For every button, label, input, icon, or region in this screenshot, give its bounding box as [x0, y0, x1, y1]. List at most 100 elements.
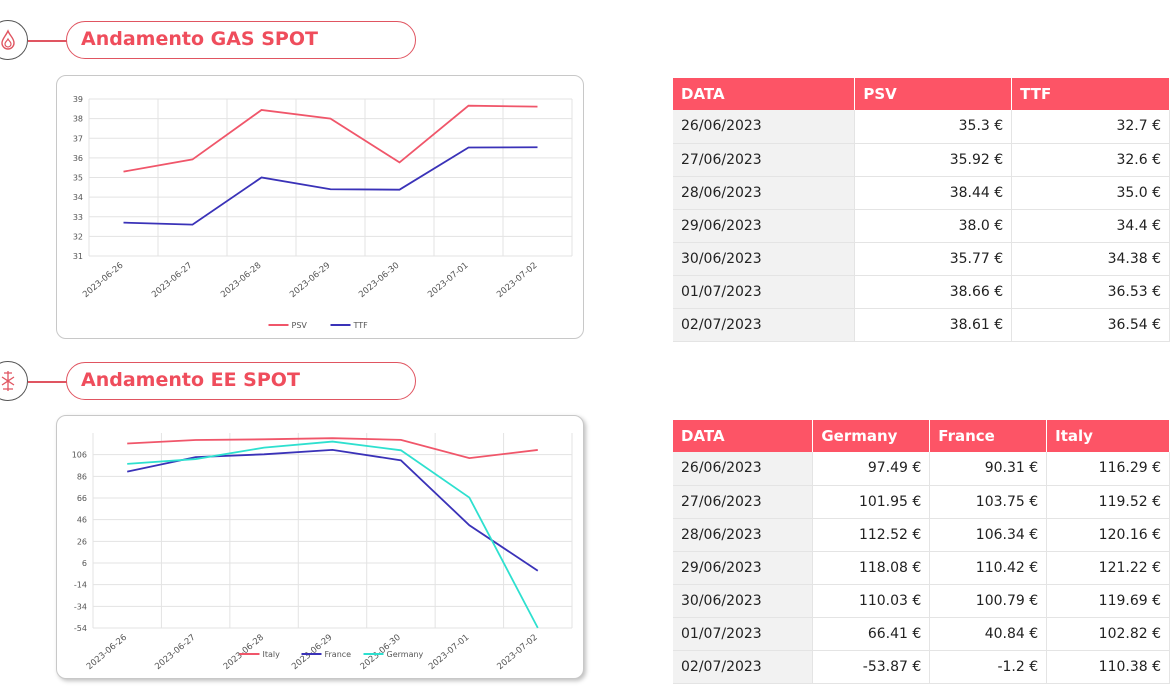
ee-table-cell: 66.41 € [812, 617, 931, 651]
x-tick-label: 2023-07-02 [495, 261, 539, 300]
gas-table-row: 30/06/2023 35.77 €34.38 € [673, 242, 1170, 276]
gas-table-cell: 02/07/2023 [673, 308, 856, 342]
ee-line-chart: -54 -34 -14 6 26 46 66 86 106 2023-06-26 2023-06-2… [72, 433, 573, 672]
ee-table-cell: 102.82 € [1046, 617, 1170, 651]
gas-section-title: Andamento GAS SPOT [66, 21, 416, 59]
series-line-germany [127, 440, 539, 629]
gas-table-cell: 35.92 € [854, 143, 1013, 177]
gas-table-cell: 36.53 € [1011, 275, 1170, 309]
gas-table-cell: 34.4 € [1011, 209, 1170, 243]
y-tick-label: -54 [74, 624, 87, 633]
ee-table-cell: 26/06/2023 [673, 452, 814, 486]
ee-table-cell: 30/06/2023 [673, 584, 814, 618]
ee-table-cell: 112.52 € [812, 518, 931, 552]
gas-line-chart: 31 32 33 34 35 36 37 38 39 2023-06-26 2023-06-27 20… [73, 95, 573, 330]
y-tick-label: 33 [73, 213, 83, 222]
ee-table-cell: 116.29 € [1046, 452, 1170, 486]
gas-table-cell: 34.38 € [1011, 242, 1170, 276]
legend-label: Germany [387, 650, 424, 659]
ee-table-cell: 29/06/2023 [673, 551, 814, 585]
ee-table-cell: 106.34 € [929, 518, 1048, 552]
ee-table-cell: 119.69 € [1046, 584, 1170, 618]
x-tick-label: 2023-06-28 [222, 633, 266, 672]
gas-header-connector [28, 40, 68, 42]
ee-table-cell: 02/07/2023 [673, 650, 814, 684]
gas-table-row: 02/07/2023 38.61 €36.54 € [673, 308, 1170, 342]
ee-table-row: 26/06/2023 97.49 €90.31 €116.29 € [673, 452, 1170, 486]
gas-table-row: 01/07/2023 38.66 €36.53 € [673, 275, 1170, 309]
gas-table-cell: 30/06/2023 [673, 242, 856, 276]
ee-table-cell: 27/06/2023 [673, 485, 814, 519]
gas-table-cell: 35.0 € [1011, 176, 1170, 210]
gas-flame-icon [0, 20, 28, 60]
ee-table-cell: 121.22 € [1046, 551, 1170, 585]
y-tick-label: -14 [74, 581, 87, 590]
y-tick-label: 34 [73, 193, 83, 202]
ee-table-cell: 40.84 € [929, 617, 1048, 651]
ee-table-cell: 118.08 € [812, 551, 931, 585]
gas-table-cell: 27/06/2023 [673, 143, 856, 177]
ee-table-cell: 90.31 € [929, 452, 1048, 486]
y-tick-label: 32 [73, 232, 83, 241]
gas-table-cell: 28/06/2023 [673, 176, 856, 210]
gas-table-row: 28/06/2023 38.44 €35.0 € [673, 176, 1170, 210]
gas-table-cell: 35.3 € [854, 110, 1013, 144]
y-tick-label: 106 [72, 451, 87, 460]
ee-table-cell: -53.87 € [812, 650, 931, 684]
ee-table-cell: 110.03 € [812, 584, 931, 618]
ee-header-connector [28, 381, 68, 383]
ee-table-row: 30/06/2023 110.03 €100.79 €119.69 € [673, 584, 1170, 618]
y-tick-label: 37 [73, 134, 83, 143]
x-tick-label: 2023-07-01 [427, 633, 471, 672]
ee-table-row: 29/06/2023 118.08 €110.42 €121.22 € [673, 551, 1170, 585]
x-tick-label: 2023-06-30 [357, 261, 401, 300]
x-tick-label: 2023-07-02 [495, 633, 539, 672]
series-line-france [127, 448, 539, 572]
x-tick-label: 2023-06-26 [81, 261, 125, 300]
ee-price-table: DATA Germany France Italy 26/06/2023 97.4… [673, 420, 1170, 684]
ee-table-cell: 120.16 € [1046, 518, 1170, 552]
ee-table-row: 02/07/2023 -53.87 € -1.2 €110.38 € [673, 650, 1170, 684]
gas-table-cell: 38.44 € [854, 176, 1013, 210]
series-line-italy [127, 437, 538, 460]
y-tick-label: 31 [73, 252, 83, 261]
ee-table-cell: 100.79 € [929, 584, 1048, 618]
ee-header-france: France [929, 420, 1048, 452]
gas-header-data: DATA [673, 78, 856, 110]
series-line-psv [123, 104, 538, 173]
gas-table-cell: 38.0 € [854, 209, 1013, 243]
gas-table-cell: 36.54 € [1011, 308, 1170, 342]
ee-table-cell: -1.2 € [929, 650, 1048, 684]
gas-table-cell: 01/07/2023 [673, 275, 856, 309]
series-line-ttf [123, 146, 538, 226]
x-tick-label: 2023-06-26 [85, 633, 129, 672]
x-tick-label: 2023-06-27 [150, 261, 194, 300]
legend-label: France [325, 650, 352, 659]
ee-table-row: 28/06/2023 112.52 €106.34 €120.16 € [673, 518, 1170, 552]
ee-table-row: 01/07/2023 66.41 €40.84 €102.82 € [673, 617, 1170, 651]
ee-header-italy: Italy [1046, 420, 1170, 452]
ee-table-cell: 110.38 € [1046, 650, 1170, 684]
ee-table-cell: 28/06/2023 [673, 518, 814, 552]
ee-table-cell: 110.42 € [929, 551, 1048, 585]
x-tick-label: 2023-06-28 [219, 261, 263, 300]
x-tick-label: 2023-06-27 [153, 633, 197, 672]
y-tick-label: -34 [74, 602, 87, 611]
gas-table-cell: 29/06/2023 [673, 209, 856, 243]
x-tick-label: 2023-07-01 [426, 261, 470, 300]
y-tick-label: 26 [77, 537, 87, 546]
y-tick-label: 38 [73, 115, 83, 124]
gas-table-cell: 38.61 € [854, 308, 1013, 342]
ee-table-row: 27/06/2023 101.95 €103.75 €119.52 € [673, 485, 1170, 519]
legend-label: Italy [263, 650, 281, 659]
ee-section-title: Andamento EE SPOT [66, 362, 416, 400]
gas-table-cell: 38.66 € [854, 275, 1013, 309]
gas-table-row: 26/06/2023 35.3 €32.7 € [673, 110, 1170, 144]
y-tick-label: 46 [77, 516, 87, 525]
gas-table-cell: 32.7 € [1011, 110, 1170, 144]
y-tick-label: 35 [73, 174, 83, 183]
ee-table-cell: 119.52 € [1046, 485, 1170, 519]
legend-label: PSV [292, 321, 308, 330]
ee-header-germany: Germany [812, 420, 931, 452]
x-tick-label: 2023-06-29 [288, 261, 332, 300]
